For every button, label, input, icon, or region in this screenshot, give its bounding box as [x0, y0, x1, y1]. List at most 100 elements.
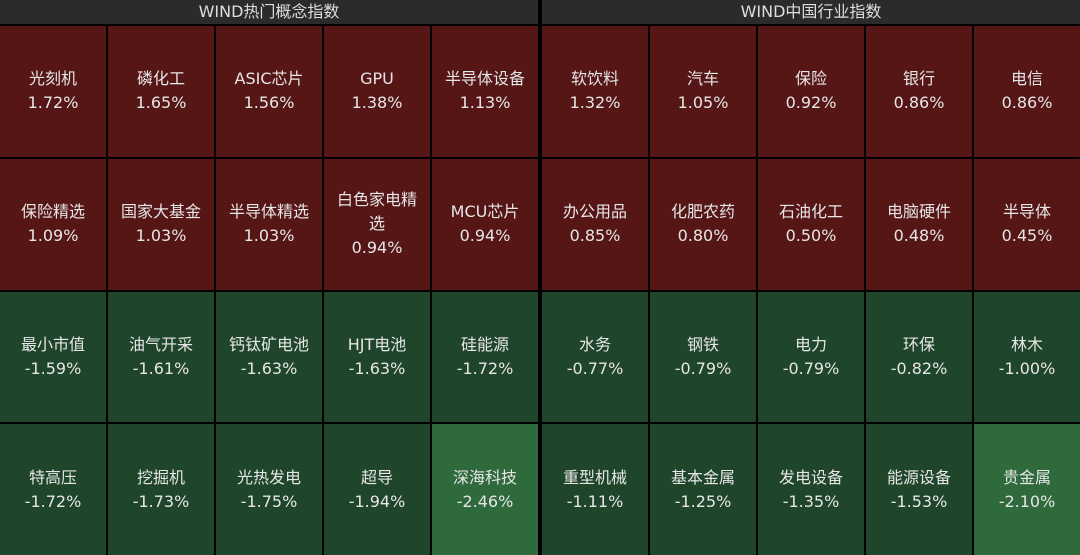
- tile-change: 1.09%: [27, 226, 79, 246]
- tile-change: -1.72%: [456, 358, 514, 378]
- tile-change: 1.65%: [135, 93, 187, 113]
- tile-name: 特高压: [28, 467, 77, 487]
- tile-name: 能源设备: [886, 467, 951, 487]
- tile: 特高压 -1.72%: [0, 424, 106, 555]
- tile: 银行 0.86%: [866, 26, 972, 157]
- tile-name: 深海科技: [452, 467, 517, 487]
- tile-change: 0.92%: [785, 93, 837, 113]
- tile-change: -0.79%: [674, 358, 732, 378]
- tile: 石油化工 0.50%: [758, 158, 864, 290]
- tile-name: 石油化工: [778, 202, 843, 222]
- tile-name: 电脑硬件: [886, 202, 951, 222]
- tile-name: 银行: [902, 69, 935, 89]
- tile-change: 1.05%: [677, 93, 729, 113]
- tile-grid: 软饮料 1.32% 汽车 1.05% 保险 0.92% 银行 0.86% 电信 0.86% 办公用品…: [542, 24, 1080, 555]
- tile-change: -1.35%: [782, 491, 840, 511]
- panel: WIND热门概念指数 光刻机 1.72% 磷化工 1.65% ASIC芯片 1.56% GPU…: [0, 0, 538, 555]
- tile: 钢铁 -0.79%: [650, 291, 756, 423]
- tile-change: -1.72%: [24, 491, 82, 511]
- tile: 磷化工 1.65%: [108, 26, 214, 157]
- tile-change: -1.61%: [132, 358, 190, 378]
- tile-change: -0.77%: [566, 358, 624, 378]
- tile-name: 基本金属: [670, 467, 735, 487]
- tile: 光热发电 -1.75%: [216, 424, 322, 555]
- tile: 半导体精选 1.03%: [216, 158, 322, 290]
- tile-name: 光热发电: [236, 467, 301, 487]
- tile-name: 磷化工: [136, 69, 185, 89]
- tile-name: 超导: [360, 467, 393, 487]
- tile-name: 林木: [1010, 334, 1043, 354]
- tile-name: 半导体精选: [228, 202, 309, 222]
- tile-change: -1.75%: [240, 491, 298, 511]
- panel: WIND中国行业指数软饮料 1.32% 汽车 1.05% 保险 0.92% 银行 0.86% 电…: [542, 0, 1080, 555]
- tile-change: 0.85%: [569, 226, 621, 246]
- tile-change: -2.46%: [456, 491, 514, 511]
- tile-change: -1.11%: [566, 491, 624, 511]
- tile: MCU芯片 0.94%: [432, 158, 538, 290]
- tile-name: 半导体设备: [444, 69, 525, 89]
- tile-name: 发电设备: [778, 467, 843, 487]
- tile: 电脑硬件 0.48%: [866, 158, 972, 290]
- tile-name: 保险精选: [20, 202, 85, 222]
- tile: 深海科技 -2.46%: [432, 424, 538, 555]
- tile-change: 0.94%: [351, 238, 403, 258]
- tile: 电信 0.86%: [974, 26, 1080, 157]
- tile: 化肥农药 0.80%: [650, 158, 756, 290]
- tile-change: 1.03%: [243, 226, 295, 246]
- tile-name: 最小市值: [20, 334, 85, 354]
- tile: 基本金属 -1.25%: [650, 424, 756, 555]
- tile-name: MCU芯片: [450, 202, 520, 222]
- tile-change: -1.59%: [24, 358, 82, 378]
- panel-title: WIND热门概念指数: [0, 0, 538, 24]
- tile-change: 1.56%: [243, 93, 295, 113]
- tile-name: 硅能源: [460, 334, 509, 354]
- tile-change: -1.53%: [890, 491, 948, 511]
- tile: 保险精选 1.09%: [0, 158, 106, 290]
- tile-name: 电力: [794, 334, 827, 354]
- panel-title: WIND中国行业指数: [542, 0, 1080, 24]
- tile-change: -2.10%: [998, 491, 1056, 511]
- tile: 汽车 1.05%: [650, 26, 756, 157]
- tile-change: 1.13%: [459, 93, 511, 113]
- tile-change: 0.48%: [893, 226, 945, 246]
- tile-name: 白色家电精选: [336, 190, 417, 234]
- tile-change: -1.94%: [348, 491, 406, 511]
- tile: 油气开采 -1.61%: [108, 291, 214, 423]
- tile: 电力 -0.79%: [758, 291, 864, 423]
- tile-name: GPU: [360, 69, 394, 89]
- tile-change: 1.03%: [135, 226, 187, 246]
- tile: 发电设备 -1.35%: [758, 424, 864, 555]
- tile-change: 0.86%: [893, 93, 945, 113]
- tile: GPU 1.38%: [324, 26, 430, 157]
- tile: 环保 -0.82%: [866, 291, 972, 423]
- tile-name: 环保: [902, 334, 935, 354]
- tile-change: 1.38%: [351, 93, 403, 113]
- tile-name: 半导体: [1002, 202, 1051, 222]
- tile-name: HJT电池: [347, 334, 407, 354]
- tile: 保险 0.92%: [758, 26, 864, 157]
- tile-name: ASIC芯片: [234, 69, 304, 89]
- tile: 挖掘机 -1.73%: [108, 424, 214, 555]
- tile: 软饮料 1.32%: [542, 26, 648, 157]
- tile-name: 贵金属: [1002, 467, 1051, 487]
- tile: 超导 -1.94%: [324, 424, 430, 555]
- tile-name: 国家大基金: [120, 202, 201, 222]
- tile: 办公用品 0.85%: [542, 158, 648, 290]
- tile: HJT电池 -1.63%: [324, 291, 430, 423]
- tile-name: 光刻机: [28, 69, 77, 89]
- tile-name: 油气开采: [128, 334, 193, 354]
- tile-change: 0.45%: [1001, 226, 1053, 246]
- tile: 半导体 0.45%: [974, 158, 1080, 290]
- tile-name: 软饮料: [570, 69, 619, 89]
- tile-grid: 光刻机 1.72% 磷化工 1.65% ASIC芯片 1.56% GPU 1.38% 半导体设备…: [0, 24, 538, 555]
- tile-change: 1.32%: [569, 93, 621, 113]
- tile-change: -1.73%: [132, 491, 190, 511]
- tile: 贵金属 -2.10%: [974, 424, 1080, 555]
- tile: 重型机械 -1.11%: [542, 424, 648, 555]
- tile-name: 电信: [1010, 69, 1043, 89]
- tile-name: 钢铁: [686, 334, 719, 354]
- tile: 最小市值 -1.59%: [0, 291, 106, 423]
- tile-change: 0.80%: [677, 226, 729, 246]
- tile: 光刻机 1.72%: [0, 26, 106, 157]
- tile-name: 化肥农药: [670, 202, 735, 222]
